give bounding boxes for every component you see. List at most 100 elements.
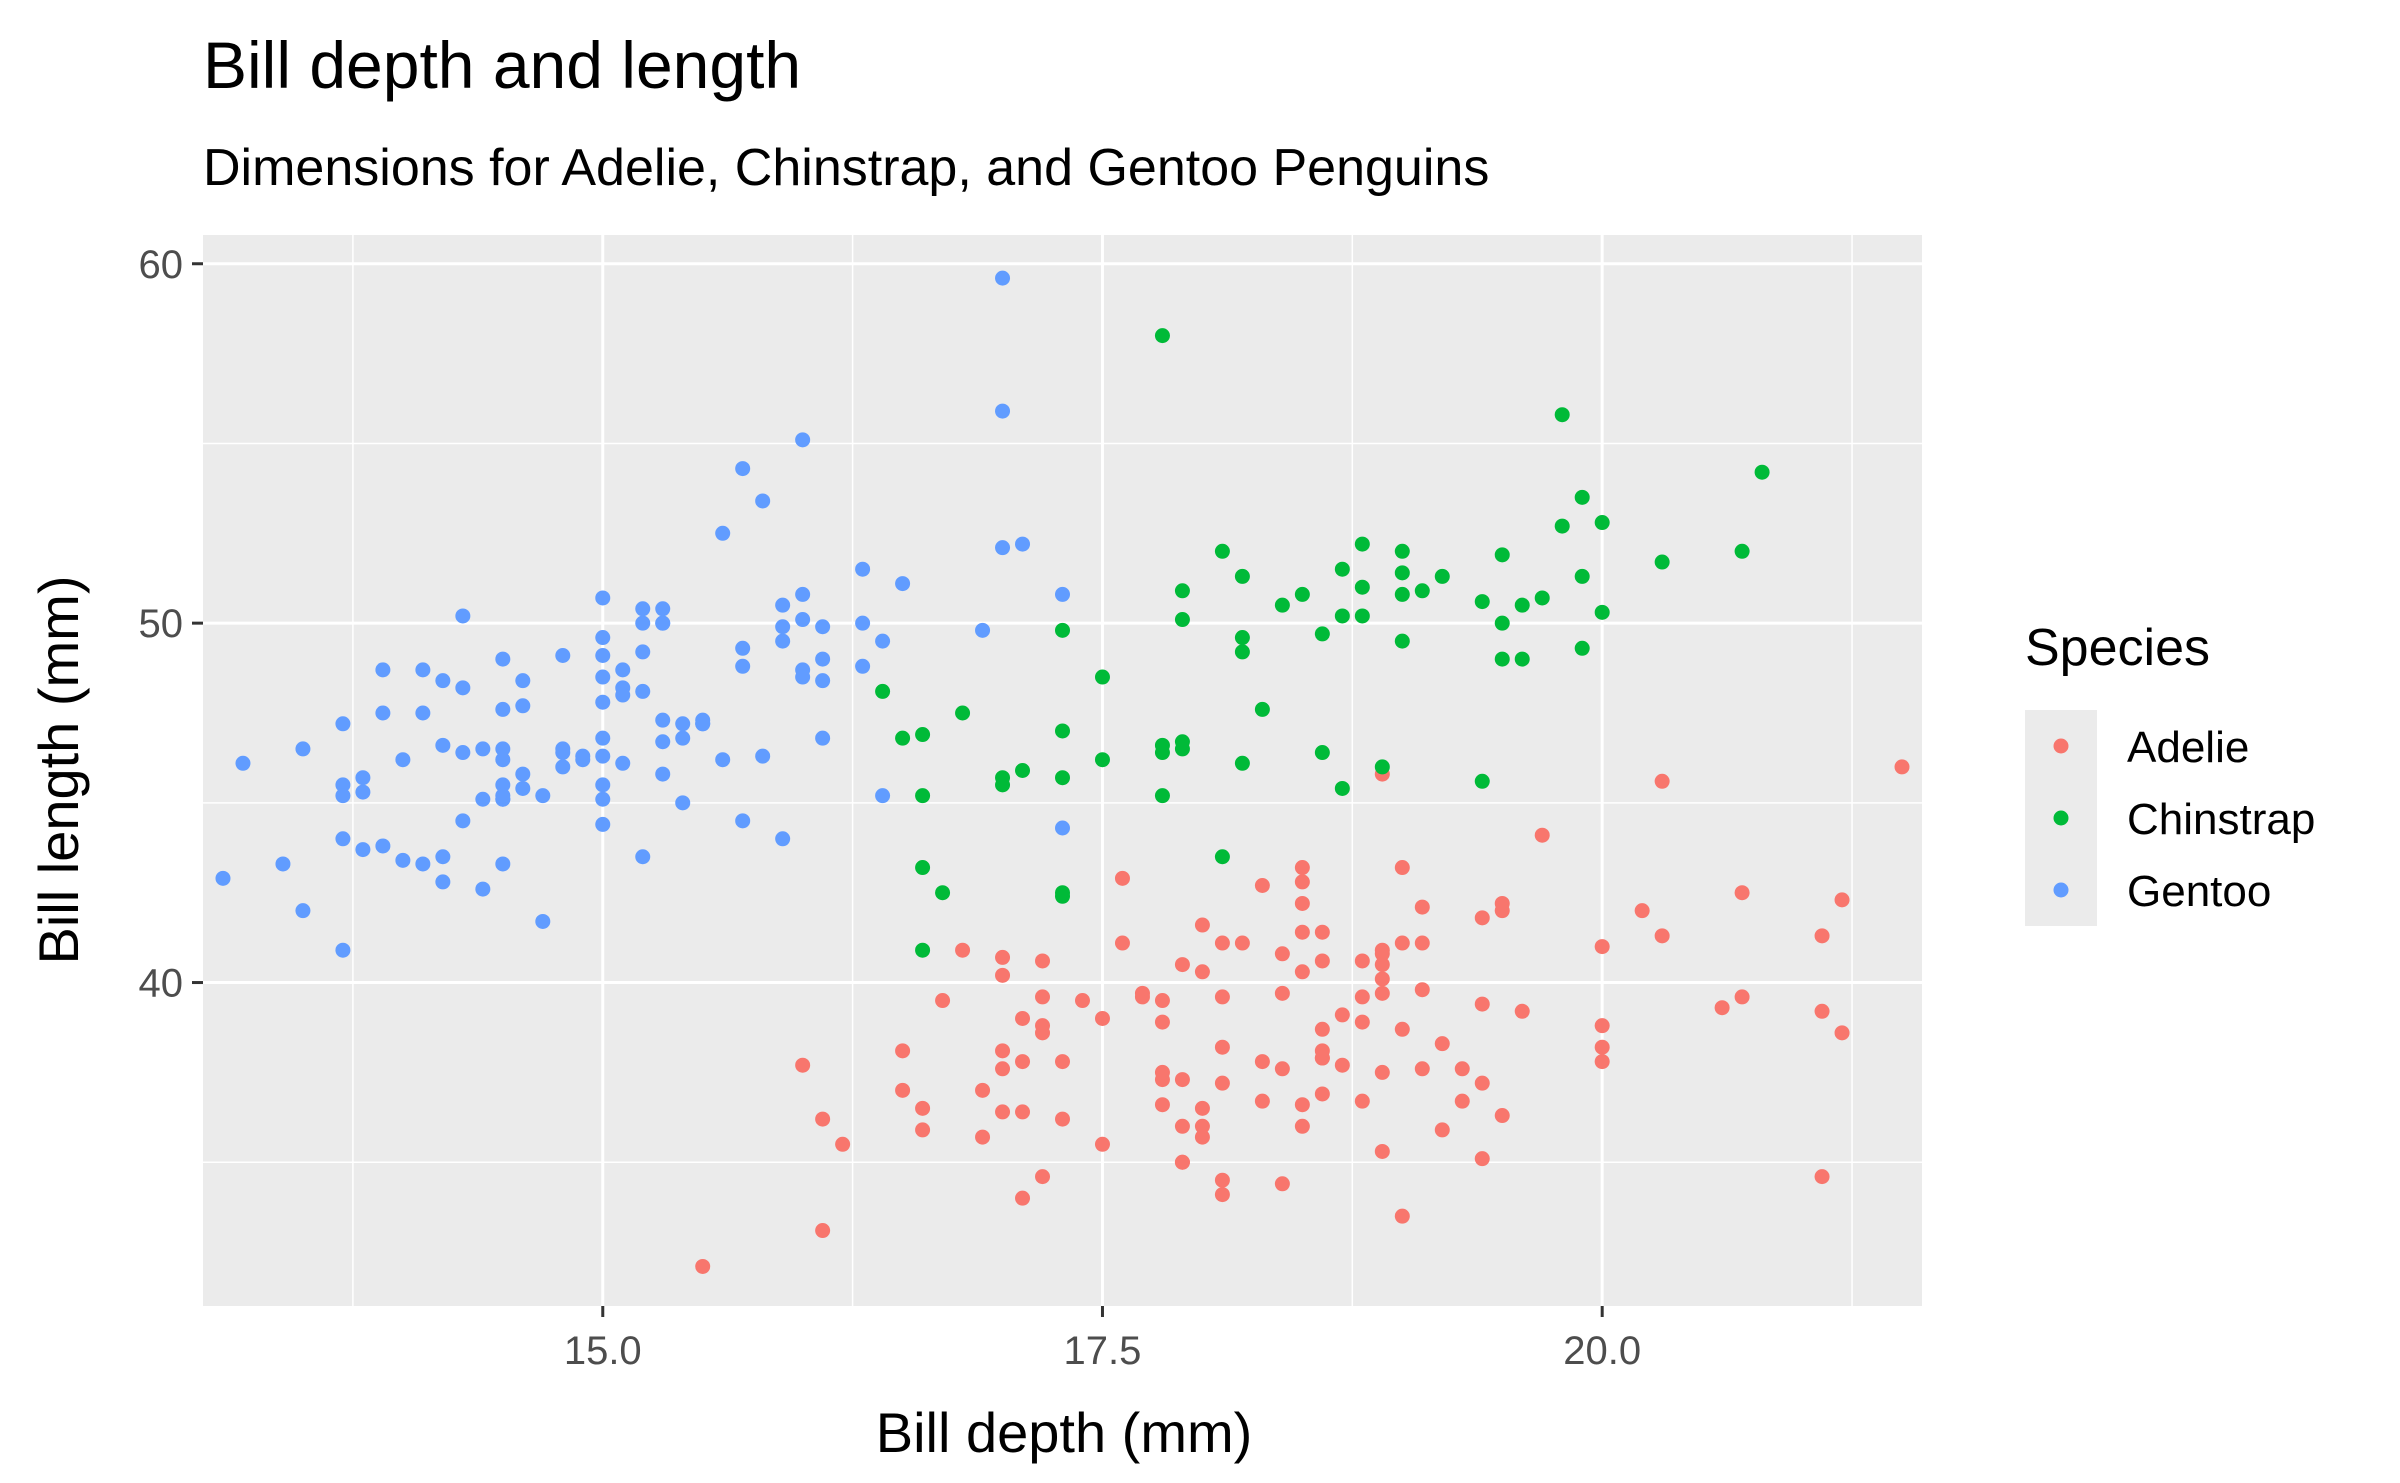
chinstrap-point — [1274, 597, 1290, 613]
gentoo-point — [395, 752, 411, 768]
adelie-point — [1174, 1118, 1190, 1134]
gentoo-point — [295, 741, 311, 757]
chinstrap-point — [1574, 568, 1590, 584]
adelie-point — [1354, 989, 1370, 1005]
adelie-point — [1514, 1003, 1530, 1019]
chinstrap-point — [1234, 644, 1250, 660]
adelie-point — [1154, 993, 1170, 1009]
adelie-point — [1234, 935, 1250, 951]
gentoo-point — [295, 903, 311, 919]
gentoo-point — [795, 432, 811, 448]
adelie-point — [1314, 953, 1330, 969]
gentoo-point — [535, 788, 551, 804]
adelie-point — [1154, 1064, 1170, 1080]
gentoo-point — [815, 673, 831, 689]
legend-swatch-adelie — [2053, 738, 2069, 754]
gentoo-point — [655, 615, 671, 631]
gentoo-point — [675, 716, 691, 732]
gentoo-point — [855, 658, 871, 674]
chinstrap-point — [1154, 745, 1170, 761]
gentoo-point — [495, 856, 511, 872]
adelie-point — [1015, 1054, 1031, 1070]
gentoo-point — [635, 683, 651, 699]
adelie-point — [1374, 946, 1390, 962]
gentoo-point — [775, 633, 791, 649]
x-tick-label: 17.5 — [1064, 1329, 1142, 1373]
gentoo-point — [435, 737, 451, 753]
chinstrap-point — [1234, 755, 1250, 771]
adelie-point — [1294, 924, 1310, 940]
adelie-point — [1194, 1118, 1210, 1134]
adelie-point — [895, 1043, 911, 1059]
adelie-point — [1714, 1000, 1730, 1016]
gentoo-point — [675, 795, 691, 811]
legend-label-adelie: Adelie — [2127, 723, 2249, 772]
chinstrap-point — [1055, 885, 1070, 901]
chinstrap-point — [1174, 583, 1190, 599]
gentoo-point — [855, 615, 871, 631]
chinstrap-point — [1574, 640, 1590, 656]
chinstrap-point — [995, 770, 1011, 786]
chinstrap-point — [955, 705, 971, 721]
chinstrap-point — [1394, 543, 1410, 559]
gentoo-point — [435, 874, 451, 890]
chinstrap-point — [1654, 554, 1670, 570]
gentoo-point — [595, 590, 611, 606]
adelie-point — [815, 1223, 831, 1239]
chinstrap-point — [1055, 770, 1070, 786]
gentoo-point — [495, 741, 511, 757]
adelie-point — [1734, 885, 1750, 901]
gentoo-point — [495, 752, 511, 768]
chinstrap-point — [935, 885, 951, 901]
chinstrap-point — [1514, 597, 1530, 613]
adelie-point — [1035, 953, 1051, 969]
x-axis-title: Bill depth (mm) — [876, 1401, 1253, 1464]
adelie-point — [1394, 935, 1410, 951]
gentoo-point — [755, 493, 771, 509]
adelie-point — [1494, 1108, 1510, 1124]
adelie-point — [1534, 827, 1550, 843]
gentoo-point — [615, 755, 631, 771]
adelie-point — [1154, 1097, 1170, 1113]
gentoo-point — [655, 766, 671, 782]
gentoo-point — [795, 586, 811, 602]
adelie-point — [1494, 895, 1510, 911]
adelie-point — [1055, 1111, 1070, 1127]
adelie-point — [1214, 1075, 1230, 1091]
chinstrap-point — [1174, 612, 1190, 628]
gentoo-point — [755, 748, 771, 764]
adelie-point — [1374, 985, 1390, 1001]
adelie-point — [1594, 1054, 1610, 1070]
adelie-point — [1094, 1136, 1110, 1152]
adelie-point — [1434, 1036, 1450, 1052]
adelie-point — [1174, 957, 1190, 973]
adelie-point — [1214, 1039, 1230, 1055]
legend-title: Species — [2025, 619, 2210, 677]
adelie-point — [1374, 971, 1390, 987]
gentoo-point — [875, 788, 891, 804]
adelie-point — [795, 1057, 811, 1073]
chinstrap-point — [1514, 651, 1530, 667]
adelie-point — [1594, 939, 1610, 955]
adelie-point — [1594, 1018, 1610, 1034]
x-tick-label: 15.0 — [564, 1329, 642, 1373]
adelie-point — [1254, 878, 1270, 894]
legend-swatch-gentoo — [2053, 882, 2069, 898]
chinstrap-point — [1374, 759, 1390, 775]
gentoo-point — [435, 673, 451, 689]
gentoo-point — [375, 838, 391, 854]
chinstrap-point — [1474, 773, 1490, 789]
gentoo-point — [335, 777, 351, 793]
gentoo-point — [555, 759, 571, 775]
gentoo-point — [335, 788, 351, 804]
chinstrap-point — [1214, 543, 1230, 559]
adelie-point — [895, 1082, 911, 1098]
gentoo-point — [335, 831, 351, 847]
adelie-point — [1374, 1143, 1390, 1159]
chinstrap-point — [1334, 780, 1350, 796]
chinstrap-point — [1174, 734, 1190, 750]
adelie-point — [1015, 1010, 1031, 1026]
gentoo-point — [555, 745, 571, 761]
chinstrap-point — [1434, 568, 1450, 584]
adelie-point — [1414, 899, 1430, 915]
